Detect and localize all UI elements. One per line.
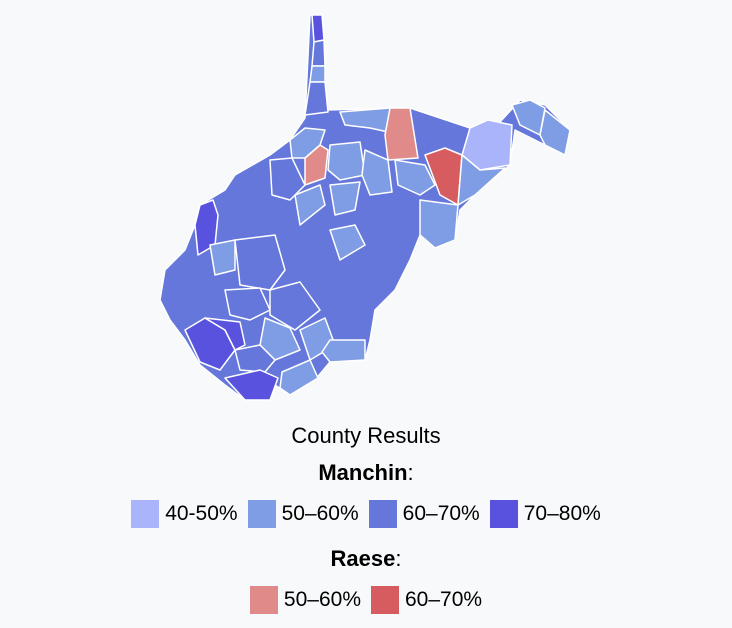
- legend-group-name: Manchin:: [0, 454, 732, 492]
- county: [259, 317, 301, 361]
- legend-swatch: [131, 500, 160, 528]
- county: [309, 65, 326, 83]
- legend-groups: Manchin: 40-50% 50–60% 60–70% 70–80% Raese: 50…: [0, 454, 732, 622]
- legend-item: 40-50%: [131, 500, 238, 528]
- legend-swatch: [368, 500, 397, 528]
- legend-title: County Results: [291, 423, 441, 448]
- group-suffix: :: [395, 546, 402, 571]
- county: [394, 159, 436, 196]
- legend-row: 40-50% 50–60% 60–70% 70–80%: [0, 492, 732, 536]
- county: [209, 239, 236, 276]
- legend-label: 50–60%: [281, 502, 359, 525]
- county: [311, 14, 325, 43]
- legend-item: 60–70%: [371, 586, 482, 614]
- county-map: [159, 14, 571, 401]
- group-name: Manchin: [318, 460, 408, 485]
- legend-item: 70–80%: [489, 500, 601, 528]
- group-name: Raese: [330, 546, 396, 571]
- county: [419, 199, 459, 249]
- county: [279, 359, 319, 396]
- legend-label: 70–80%: [523, 502, 601, 525]
- county: [329, 224, 366, 261]
- group-suffix: :: [407, 460, 414, 485]
- legend-label: 40-50%: [165, 502, 238, 525]
- county: [204, 317, 246, 351]
- legend-label: 50–60%: [283, 588, 361, 611]
- county: [304, 81, 329, 116]
- county: [329, 181, 361, 216]
- county: [457, 154, 506, 206]
- county: [269, 157, 306, 201]
- county: [539, 109, 571, 156]
- legend-swatch: [247, 500, 276, 528]
- legend-label: 60–70%: [405, 588, 483, 611]
- county: [327, 141, 366, 181]
- county: [224, 369, 279, 401]
- county: [294, 184, 326, 226]
- county: [361, 149, 393, 196]
- county: [234, 344, 276, 373]
- legend-item: 60–70%: [368, 500, 480, 528]
- legend: County Results Manchin: 40-50% 50–60% 60–70…: [0, 418, 732, 626]
- legend-item: 50–60%: [249, 586, 361, 614]
- legend-item: 50–60%: [247, 500, 359, 528]
- county: [384, 107, 419, 161]
- legend-swatch: [371, 586, 399, 614]
- legend-swatch: [249, 586, 278, 614]
- legend-row: 50–60% 60–70%: [0, 578, 732, 622]
- county: [311, 39, 326, 67]
- counties: [159, 14, 571, 401]
- county: [224, 287, 271, 321]
- county: [339, 107, 391, 133]
- legend-swatch: [489, 500, 518, 528]
- county: [269, 281, 321, 331]
- county: [321, 339, 366, 363]
- legend-label: 60–70%: [402, 502, 480, 525]
- legend-group-name: Raese:: [0, 540, 732, 578]
- county: [234, 234, 286, 291]
